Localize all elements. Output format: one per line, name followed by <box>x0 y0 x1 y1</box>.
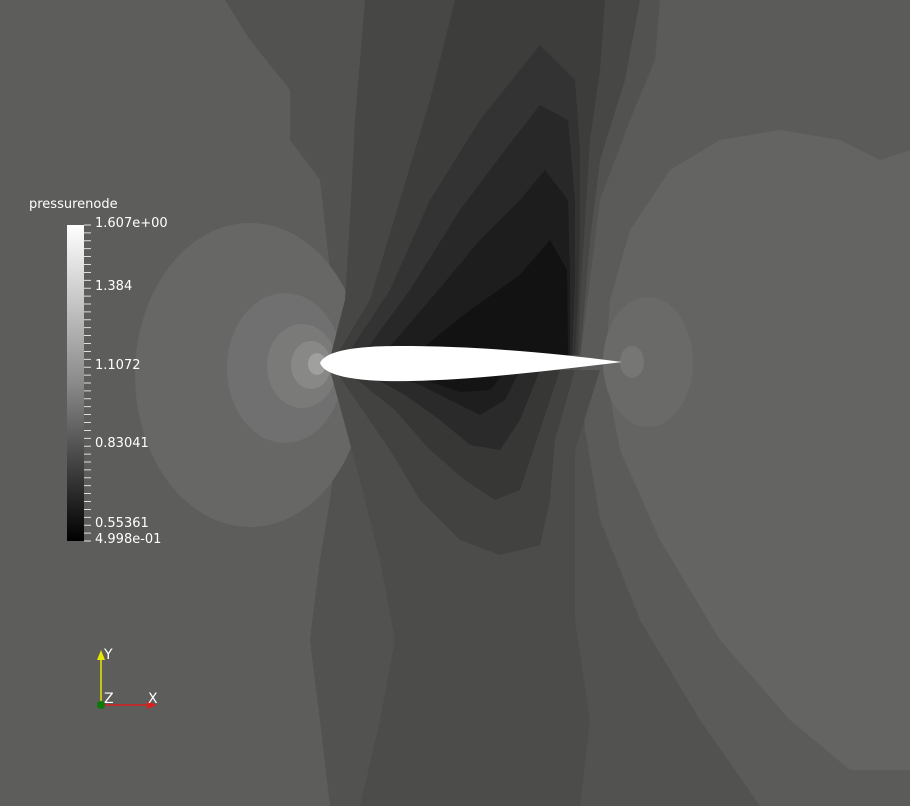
scalar-bar-label-3: 1.1072 <box>95 358 141 373</box>
orientation-axes <box>97 650 157 709</box>
scalar-bar <box>67 224 91 542</box>
stagnation-lobe-5 <box>308 353 326 375</box>
trailing-lobe-outer <box>603 297 693 427</box>
suction-band-6 <box>410 240 568 358</box>
y-axis-arrowhead <box>97 650 105 660</box>
scalar-bar-gradient <box>67 225 84 541</box>
scalar-bar-label-2: 1.384 <box>95 279 133 294</box>
y-axis-label: Y <box>104 647 113 663</box>
scalar-bar-ticks <box>84 224 91 542</box>
scalar-bar-label-min: 4.998e-01 <box>95 532 162 547</box>
airfoil[interactable] <box>320 346 622 382</box>
scalar-bar-label-5: 0.55361 <box>95 516 149 531</box>
x-axis-label: X <box>148 691 158 707</box>
x-axis-arrowhead <box>147 701 157 709</box>
z-axis-label: Z <box>104 691 114 707</box>
scalar-bar-label-max: 1.607e+00 <box>95 216 168 231</box>
downstream-outer-lobe <box>605 130 910 770</box>
z-axis-origin <box>97 701 105 709</box>
scalar-bar-title: pressurenode <box>29 197 118 212</box>
scalar-bar-label-4: 0.83041 <box>95 436 149 451</box>
trailing-lobe-inner <box>620 346 644 378</box>
